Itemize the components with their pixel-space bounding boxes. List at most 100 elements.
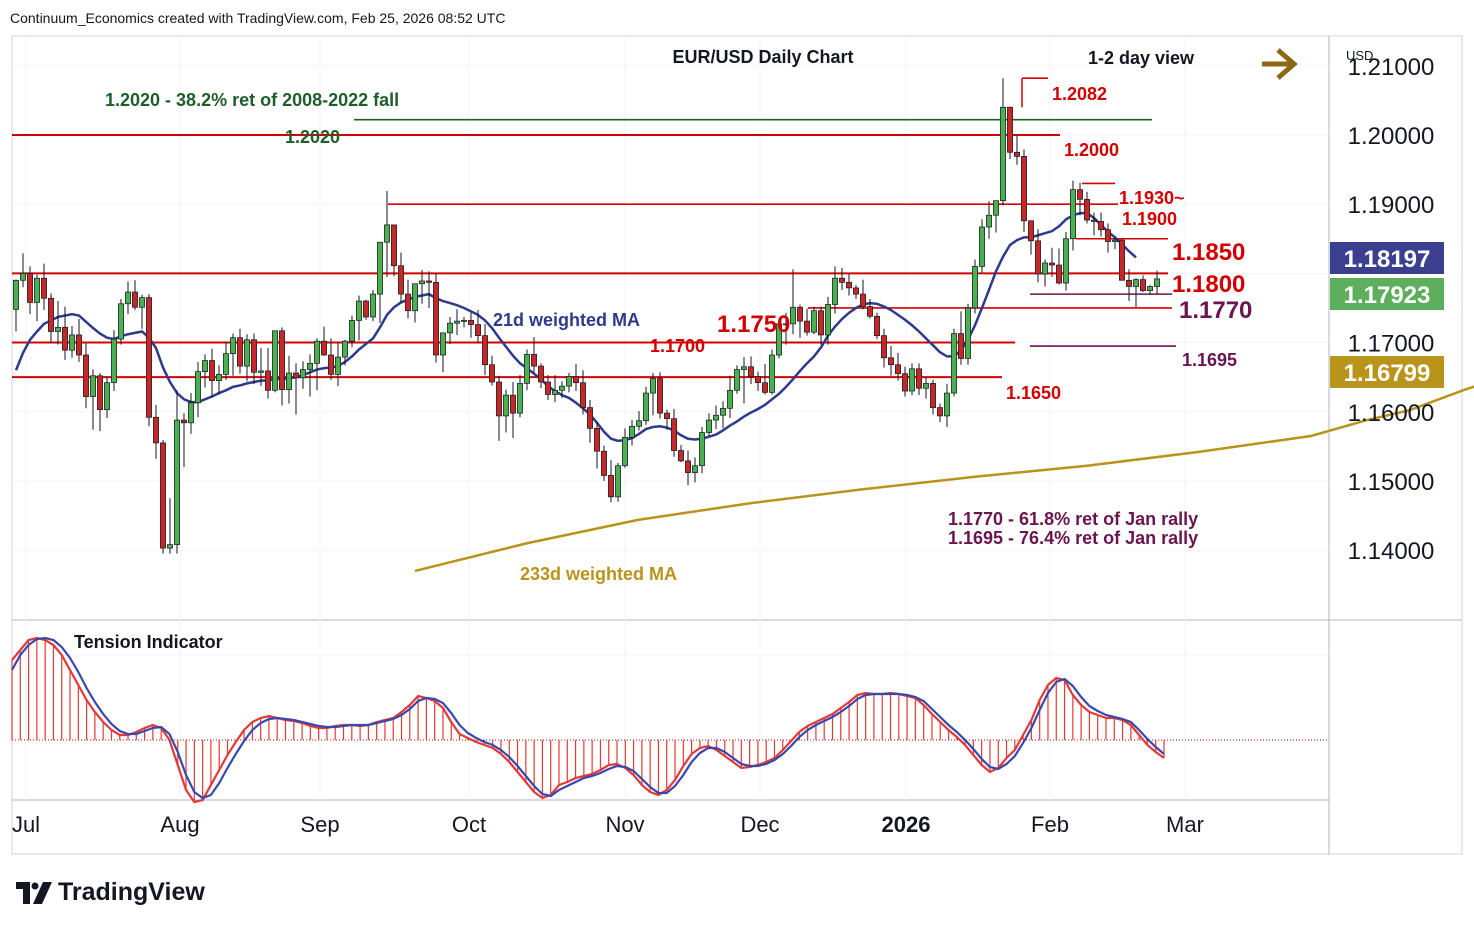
time-tick-label: Aug <box>160 812 199 837</box>
candle <box>118 298 124 345</box>
candle <box>1126 269 1132 302</box>
candle-body <box>671 418 677 451</box>
candle <box>384 191 390 277</box>
candle <box>153 404 159 459</box>
candle-body <box>461 320 467 322</box>
candle-body <box>1014 151 1020 157</box>
time-tick-label: Nov <box>605 812 644 837</box>
candle <box>419 269 425 304</box>
candle-body <box>783 323 789 326</box>
candle <box>797 304 803 338</box>
candle-body <box>258 370 264 373</box>
ma233-layer <box>414 385 1474 573</box>
candle-body <box>1119 239 1125 281</box>
candle-body <box>377 241 383 295</box>
candle <box>489 355 495 386</box>
candle <box>1042 259 1048 287</box>
candle-body <box>1049 262 1055 266</box>
candle <box>433 273 439 363</box>
price-axis[interactable]: 1.21000 1.20000 1.19000 1.17000 1.16000 1.150… <box>1330 54 1444 565</box>
candle <box>258 348 264 387</box>
candle-body <box>832 277 838 305</box>
chart-subtitle: 1-2 day view <box>1088 48 1195 68</box>
candle-body <box>349 320 355 342</box>
candle <box>1154 270 1160 295</box>
candle <box>370 289 376 322</box>
candle-body <box>1098 221 1104 231</box>
chart-title: EUR/USD Daily Chart <box>672 47 853 67</box>
candle-body <box>545 381 551 395</box>
candle <box>944 384 950 427</box>
candle <box>1063 231 1069 291</box>
candle-body <box>811 310 817 333</box>
candle-body <box>1021 156 1027 222</box>
candle-body <box>1126 279 1132 287</box>
candle <box>573 364 579 391</box>
candle-body <box>888 357 894 366</box>
candle <box>993 200 999 233</box>
candle <box>314 338 320 391</box>
candle <box>895 352 901 381</box>
candle <box>783 312 789 345</box>
time-axis[interactable]: Jul Aug Sep Oct Nov Dec 2026 Feb Mar <box>12 812 1204 837</box>
candle-body <box>132 291 138 308</box>
candle-body <box>503 394 509 417</box>
candle-body <box>111 338 117 384</box>
candle-body <box>209 360 215 381</box>
candle <box>1049 247 1055 277</box>
candle-body <box>1077 189 1083 200</box>
candle <box>951 328 957 397</box>
candle <box>517 375 523 418</box>
candle <box>139 294 145 329</box>
candle-body <box>916 368 922 389</box>
candle <box>636 411 642 431</box>
candle <box>69 325 75 358</box>
candle-body <box>153 416 159 444</box>
candle <box>440 332 446 373</box>
candle-body <box>622 437 628 467</box>
candle <box>664 409 670 430</box>
candle <box>202 354 208 388</box>
candle-body <box>909 368 915 392</box>
candle-body <box>937 407 943 417</box>
candle-body <box>55 326 61 332</box>
price-tick-label: 1.17000 <box>1348 331 1435 358</box>
candle <box>104 377 110 418</box>
candle <box>804 308 810 336</box>
price-badge: 1.16799 <box>1330 356 1444 388</box>
candle <box>762 364 768 395</box>
price-tick-label: 1.14000 <box>1348 538 1435 565</box>
candle <box>552 375 558 403</box>
level-label: 1.1800 <box>1172 271 1245 298</box>
candle-body <box>62 326 68 351</box>
annotation-tension: Tension Indicator <box>74 632 223 652</box>
candle-body <box>699 432 705 467</box>
candle <box>1133 278 1139 308</box>
candle-body <box>160 442 166 549</box>
candle <box>601 445 607 481</box>
candle <box>685 450 691 486</box>
candle <box>615 462 621 502</box>
candle-body <box>1140 279 1146 292</box>
candle <box>454 309 460 335</box>
candle <box>125 281 131 315</box>
price-badge-label: 1.17923 <box>1344 282 1431 309</box>
candle <box>937 403 943 423</box>
candle-body <box>1000 106 1006 202</box>
candle <box>888 346 894 376</box>
candle-body <box>251 339 257 373</box>
candle-body <box>720 407 726 416</box>
candle-body <box>902 373 908 392</box>
candle <box>349 315 355 348</box>
candle-body <box>27 273 33 303</box>
candle <box>167 498 173 554</box>
candle <box>566 373 572 393</box>
candle <box>909 363 915 396</box>
candle-body <box>13 279 19 310</box>
candlesticks <box>13 78 1160 554</box>
candle <box>923 377 929 399</box>
grid <box>12 36 1329 800</box>
candle-body <box>538 365 544 383</box>
candle-body <box>881 335 887 359</box>
